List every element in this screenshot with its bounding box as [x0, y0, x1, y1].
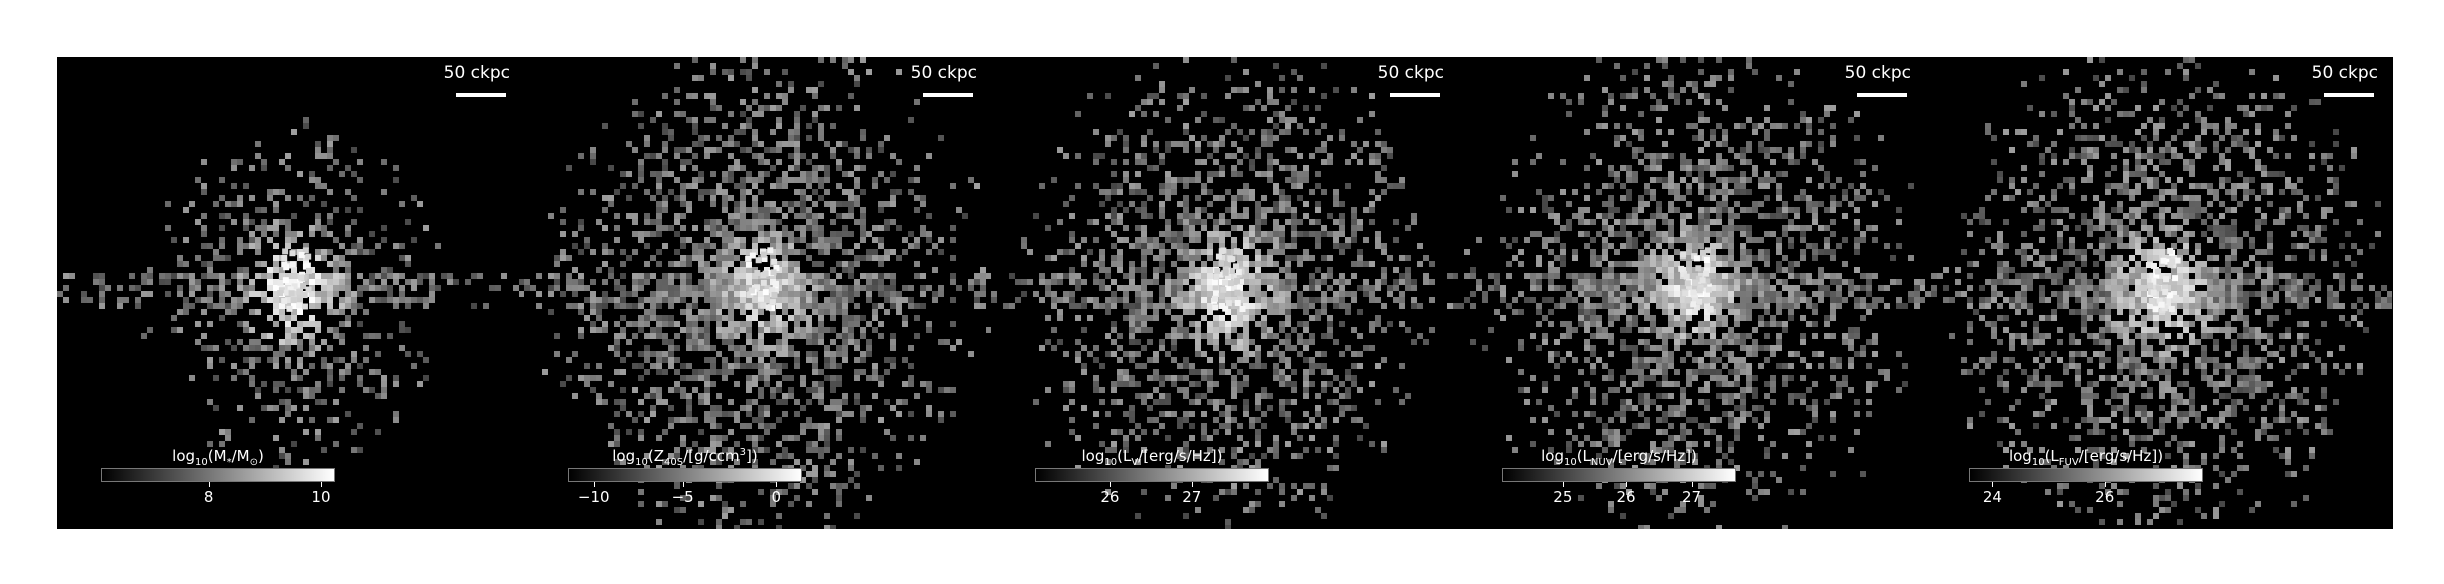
colorbar-tick-label: 25 — [1553, 488, 1573, 506]
colorbar-tick — [682, 482, 684, 487]
panel-metallicity: 50 ckpc log10(Z40S/[g/ccm3]) −10 −5 0 — [524, 57, 991, 529]
colorbar-ticks: 24 26 — [1969, 482, 2203, 506]
image-strip: 50 ckpc log10(M*/M⊙) 8 10 50 ckpc log10(Z40S/… — [57, 57, 2393, 529]
scale-bar-label: 50 ckpc — [2311, 63, 2378, 83]
density-map-luminosity-fuv — [1925, 57, 2392, 529]
colorbar-tick — [208, 482, 210, 487]
scale-bar — [1390, 93, 1440, 97]
colorbar-tick-label: 0 — [771, 488, 782, 506]
colorbar-label: log10(M*/M⊙) — [172, 447, 264, 468]
density-map-metallicity — [524, 57, 991, 529]
scale-bar-label: 50 ckpc — [443, 63, 510, 83]
colorbar-tick-label: −10 — [577, 488, 610, 506]
colorbar-tick — [1109, 482, 1111, 487]
colorbar-tick-label: 26 — [1616, 488, 1636, 506]
colorbar-tick-label: 8 — [203, 488, 214, 506]
density-map-luminosity-nuv — [1458, 57, 1925, 529]
colorbar-tick-label: 24 — [1982, 488, 2002, 506]
colorbar-ticks: 26 27 — [1035, 482, 1269, 506]
colorbar-tick — [320, 482, 322, 487]
colorbar — [101, 468, 335, 482]
scale-bar-label: 50 ckpc — [910, 63, 977, 83]
density-map-stellar-mass — [57, 57, 524, 529]
density-map-luminosity-v — [991, 57, 1458, 529]
colorbar-tick — [2104, 482, 2106, 487]
colorbar-tick-label: 10 — [311, 488, 331, 506]
colorbar-tick — [593, 482, 595, 487]
colorbar-ticks: 25 26 27 — [1502, 482, 1736, 506]
scale-bar — [2324, 93, 2374, 97]
colorbar-ticks: 8 10 — [101, 482, 335, 506]
colorbar — [1969, 468, 2203, 482]
colorbar-tick-label: −5 — [671, 488, 694, 506]
scale-bar-label: 50 ckpc — [1844, 63, 1911, 83]
colorbar-tick-label: 26 — [2095, 488, 2115, 506]
panel-luminosity-v: 50 ckpc log10(LV/[erg/s/Hz]) 26 27 — [991, 57, 1458, 529]
colorbar-tick — [776, 482, 778, 487]
panel-luminosity-nuv: 50 ckpc log10(LNUV/[erg/s/Hz]) 25 26 27 — [1458, 57, 1925, 529]
colorbar-label: log10(LNUV/[erg/s/Hz]) — [1541, 447, 1697, 468]
scale-bar-label: 50 ckpc — [1377, 63, 1444, 83]
colorbar-label: log10(Z40S/[g/ccm3]) — [612, 447, 758, 468]
scale-bar — [456, 93, 506, 97]
colorbar-tick-label: 27 — [1182, 488, 1202, 506]
colorbar-tick — [1992, 482, 1994, 487]
colorbar-tick — [1691, 482, 1693, 487]
colorbar-tick — [1626, 482, 1628, 487]
colorbar-label: log10(LV/[erg/s/Hz]) — [1081, 447, 1223, 468]
colorbar — [1035, 468, 1269, 482]
panel-luminosity-fuv: 50 ckpc log10(LFUV/[erg/s/Hz]) 24 26 — [1925, 57, 2392, 529]
colorbar-tick — [1191, 482, 1193, 487]
scale-bar — [1857, 93, 1907, 97]
scale-bar — [923, 93, 973, 97]
panel-stellar-mass: 50 ckpc log10(M*/M⊙) 8 10 — [57, 57, 524, 529]
colorbar-label: log10(LFUV/[erg/s/Hz]) — [2008, 447, 2164, 468]
colorbar-tick — [1562, 482, 1564, 487]
colorbar-tick-label: 27 — [1681, 488, 1702, 506]
colorbar-ticks: −10 −5 0 — [568, 482, 802, 506]
colorbar — [1502, 468, 1736, 482]
colorbar-tick-label: 26 — [1100, 488, 1120, 506]
colorbar — [568, 468, 802, 482]
